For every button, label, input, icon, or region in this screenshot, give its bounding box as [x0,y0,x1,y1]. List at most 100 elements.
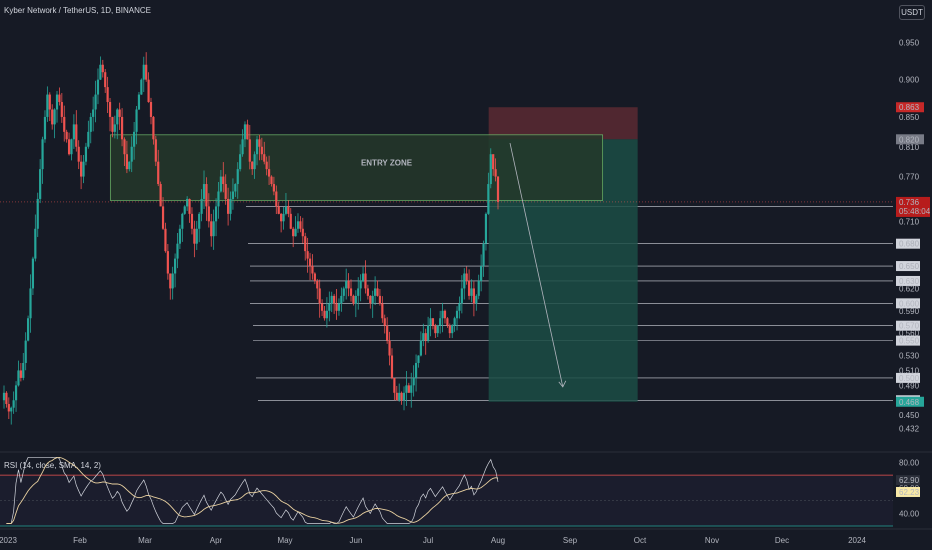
candle-body [301,228,304,237]
candle [294,216,297,237]
entry-price-tag-text: 0.820 [899,135,920,144]
level-tag-text: 0.680 [899,240,920,249]
candle [414,354,418,392]
candle [323,306,326,321]
candle [429,308,432,337]
candle-body [446,318,449,326]
candle-body [92,109,95,117]
candle-body [135,109,138,132]
candle-body [108,102,112,117]
candle [36,192,39,237]
candle [12,391,15,414]
candle-body [294,228,297,237]
candle [173,253,177,288]
candle [451,324,454,339]
candle [188,198,191,223]
candle [407,382,410,393]
candle-body [145,64,148,80]
time-axis: 2023 Feb Mar Apr May Jun Jul Aug Sep Oct Nov Dec 202… [0,536,866,545]
candle [200,189,203,222]
candle [354,290,357,318]
candle-body [48,94,51,110]
candle [289,208,292,230]
candle [316,278,319,300]
candle [431,318,435,330]
countdown-text: 05:48:04 [899,207,931,216]
candle-body [448,325,451,334]
candle [470,279,473,303]
candle-body [422,333,425,341]
candle-body [323,310,326,319]
candle [164,222,167,253]
entry-price-tag-bg [896,134,924,145]
rsi-line [6,456,499,524]
candle [149,97,153,125]
time-tick-label: 2024 [848,536,866,545]
candle-body [417,355,420,363]
candle [29,274,32,333]
candle [419,331,422,357]
candle-body [5,392,8,404]
candle [234,183,237,197]
candle [292,226,295,248]
candle [154,135,157,167]
candle [412,365,415,397]
candle [453,316,456,332]
candle-body [219,176,222,192]
candle [210,213,213,247]
candle-body [337,303,341,311]
candle [202,170,206,210]
candle [304,232,307,261]
candle-body [231,191,235,199]
projection-arrow [509,142,564,387]
currency-button[interactable]: USDT [899,5,925,20]
candle-body [439,318,442,326]
candle-body [455,310,459,319]
candle [67,132,71,156]
candle [472,281,476,317]
candle-body [29,288,32,319]
candle [463,268,466,300]
candle-body [84,146,88,162]
candle [2,385,6,409]
candle-body [354,295,357,304]
level-tag-text: 0.630 [899,277,920,286]
rsi-value-text: 62.90 [899,476,920,485]
candle [243,121,247,148]
candle [287,200,290,218]
candle-body [325,310,329,319]
candle-body [296,221,300,229]
rsi-sma-line [6,456,499,524]
candle-body [405,385,408,393]
price-tick-label: 0.560 [899,329,920,338]
entry-zone-box[interactable] [109,134,604,201]
candle-body [176,243,179,259]
candle-body [200,198,203,214]
level-tag: 0.630 [896,275,920,286]
candle-body [106,87,109,103]
candle-body [489,154,492,185]
candle-body [111,116,114,132]
candle [455,306,459,331]
candle-body [248,139,251,162]
candle-body [492,154,495,170]
candle-body [169,273,172,289]
candle-body [101,64,104,73]
candle [246,119,249,140]
candle [116,108,119,140]
candle-body [429,318,432,326]
candle-body [352,295,355,304]
candle-body [198,213,201,229]
candle [65,129,68,143]
level-tag-bg [896,238,920,249]
candle-body [217,191,220,207]
candle-body [376,288,379,296]
candle [313,272,316,285]
stop-price-tag: 0.863 [896,102,924,113]
candle [229,191,232,221]
candle [248,124,251,170]
candle-body [467,280,471,296]
candle [108,98,112,132]
candle-body [424,333,427,341]
